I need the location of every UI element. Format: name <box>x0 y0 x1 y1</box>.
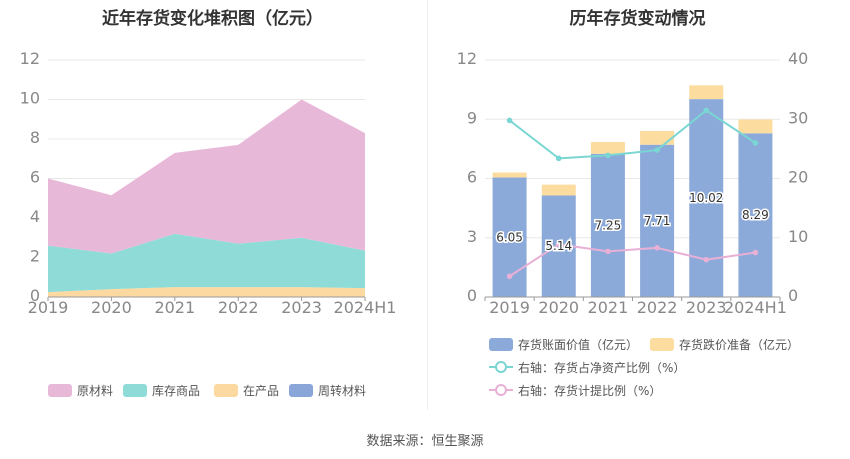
right-x-tick-label: 2021 <box>588 298 629 317</box>
bar-book-value <box>590 153 625 297</box>
bar-data-label: 10.02 <box>689 191 723 205</box>
left-y-tick-label: 2 <box>30 247 40 266</box>
left-y-tick-label: 12 <box>20 49 40 68</box>
right-x-tick-label: 2020 <box>538 298 579 317</box>
line-右轴：存货计提比例（%） <box>509 243 756 278</box>
legend-swatch-原材料 <box>48 384 72 397</box>
left-x-tick-label: 2019 <box>28 298 69 317</box>
left-y-tick-label: 6 <box>30 168 40 187</box>
right-left-y-tick-label: 0 <box>467 286 477 305</box>
left-y-tick-label: 4 <box>30 207 40 226</box>
right-right-y-tick-label: 0 <box>788 286 798 305</box>
legend-label-provision: 右轴：存货计提比例（%） <box>518 383 661 398</box>
bar-book-value <box>689 99 724 297</box>
left-x-tick-label: 2021 <box>154 298 195 317</box>
left-x-tick-label: 2022 <box>218 298 259 317</box>
right-right-y-tick-label: 20 <box>788 168 808 187</box>
area-在产品 <box>48 287 365 297</box>
line-point <box>555 155 562 162</box>
bar-book-value <box>738 133 773 297</box>
line-point <box>752 249 759 256</box>
line-point <box>654 245 660 251</box>
bar-impairment-reserve <box>492 172 527 178</box>
right-x-tick-label: 2024H1 <box>724 298 787 317</box>
right-chart-title: 历年存货变动情况 <box>569 9 706 29</box>
left-x-tick-label: 2023 <box>281 298 322 317</box>
line-point <box>703 107 710 114</box>
left-x-tick-label: 2020 <box>91 298 132 317</box>
data-source: 数据来源：恒生聚源 <box>366 434 484 449</box>
legend-swatch-库存商品 <box>123 384 147 397</box>
legend-label-在产品: 在产品 <box>243 384 279 398</box>
line-point <box>605 248 611 255</box>
bar-impairment-reserve <box>541 184 576 196</box>
bar-impairment-reserve <box>738 119 773 134</box>
legend-label-库存商品: 库存商品 <box>152 383 200 398</box>
left-x-tick-label: 2024H1 <box>334 298 397 317</box>
left-y-tick-label: 0 <box>30 286 40 305</box>
bar-data-label: 8.29 <box>742 208 769 222</box>
line-右轴：存货占净资产比例（%） <box>508 109 756 160</box>
right-left-y-tick-label: 9 <box>467 108 477 127</box>
right-x-tick-label: 2023 <box>686 298 727 317</box>
left-chart-title: 近年存货变化堆积图（亿元） <box>102 9 323 29</box>
legend-label-原材料: 原材料 <box>77 384 113 398</box>
line-point <box>752 140 759 146</box>
legend-swatch-book-value <box>489 338 513 351</box>
right-right-y-tick-label: 30 <box>788 108 808 127</box>
right-left-y-tick-label: 6 <box>467 168 477 187</box>
bar-book-value <box>640 144 675 297</box>
line-point <box>506 273 513 280</box>
legend-swatch-reserve <box>650 338 674 351</box>
bar-data-label: 7.71 <box>644 214 671 228</box>
panel-divider <box>427 0 428 410</box>
legend-label-周转材料: 周转材料 <box>318 383 366 398</box>
left-y-tick-label: 10 <box>20 89 40 108</box>
legend-marker-provision <box>495 384 507 396</box>
line-point <box>703 256 710 263</box>
legend-swatch-在产品 <box>214 384 238 397</box>
right-left-y-tick-label: 3 <box>467 227 477 246</box>
right-right-y-tick-label: 40 <box>788 49 808 68</box>
bar-impairment-reserve <box>689 85 724 100</box>
bar-data-label: 6.05 <box>496 230 523 244</box>
bar-data-label: 7.25 <box>595 218 622 232</box>
right-x-tick-label: 2019 <box>489 298 530 317</box>
left-y-tick-label: 8 <box>30 128 40 147</box>
legend-label-ratio: 右轴：存货占净资产比例（%） <box>518 360 685 375</box>
right-left-y-tick-label: 12 <box>457 49 477 68</box>
area-原材料 <box>48 99 365 254</box>
legend-swatch-周转材料 <box>289 384 313 397</box>
line-point <box>654 147 660 153</box>
right-right-y-tick-label: 10 <box>788 227 808 246</box>
area-库存商品 <box>48 233 365 293</box>
bar-impairment-reserve <box>640 130 675 145</box>
legend-marker-ratio <box>495 361 507 373</box>
bar-data-label: 5.14 <box>545 239 572 253</box>
line-point <box>605 152 611 159</box>
right-x-tick-label: 2022 <box>637 298 678 317</box>
legend-label-book-value: 存货账面价值（亿元） <box>518 337 638 352</box>
legend-label-reserve: 存货跌价准备（亿元） <box>679 337 799 352</box>
line-point <box>506 117 513 124</box>
bar-impairment-reserve <box>590 141 625 154</box>
line-point <box>555 241 562 248</box>
